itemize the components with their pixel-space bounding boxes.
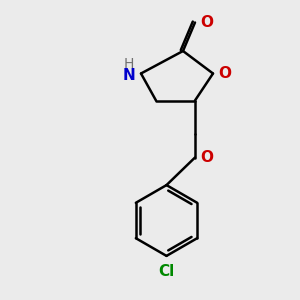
Text: O: O <box>200 15 213 30</box>
Text: N: N <box>123 68 136 83</box>
Text: O: O <box>218 66 231 81</box>
Text: Cl: Cl <box>158 264 175 279</box>
Text: O: O <box>200 150 213 165</box>
Text: H: H <box>124 57 134 71</box>
